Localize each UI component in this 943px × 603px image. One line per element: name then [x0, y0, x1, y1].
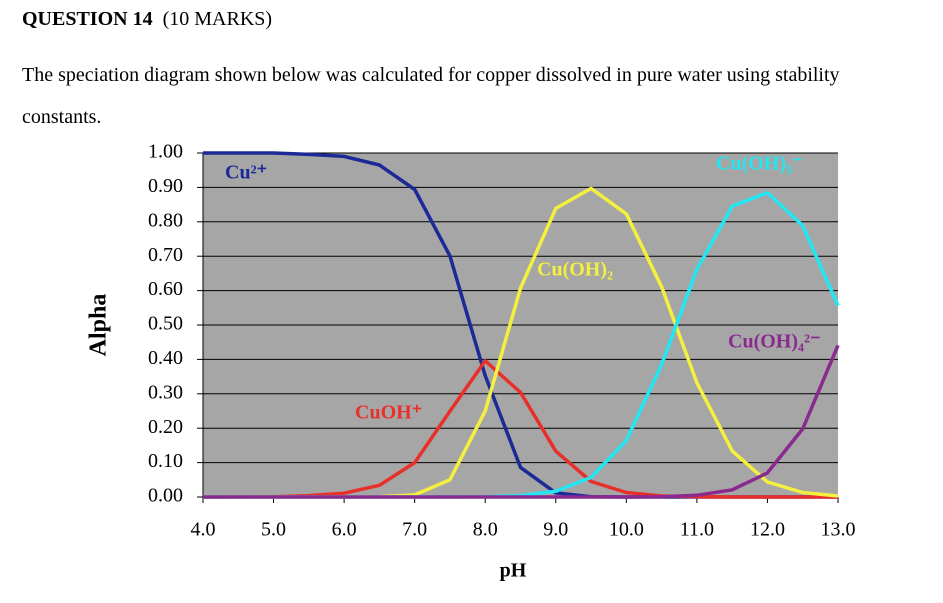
- y-tick-label: 0.00: [148, 485, 183, 507]
- x-tick-label: 13.0: [821, 519, 856, 541]
- x-tick-label: 8.0: [473, 519, 498, 541]
- x-tick-label: 6.0: [332, 519, 357, 541]
- series-label: Cu(OH)₄²⁻: [728, 331, 821, 353]
- y-tick-label: 0.50: [148, 313, 183, 335]
- marks: (10 MARKS): [162, 8, 273, 30]
- series-line: [203, 344, 840, 499]
- series-label: CuOH⁺: [355, 402, 422, 424]
- y-tick-label: 0.70: [148, 244, 183, 266]
- question-header: QUESTION 14 (10 MARKS): [22, 8, 272, 31]
- question-text: The speciation diagram shown below was c…: [22, 64, 840, 128]
- x-tick-label: 9.0: [543, 519, 568, 541]
- x-tick-label: 10.0: [609, 519, 644, 541]
- x-tick-label: 4.0: [191, 519, 216, 541]
- y-tick-label: 0.60: [148, 278, 183, 300]
- x-tick-label: 11.0: [680, 519, 714, 541]
- y-tick-label: 0.10: [148, 450, 183, 472]
- y-tick-label: 0.80: [148, 209, 183, 231]
- x-tick-label: 12.0: [750, 519, 785, 541]
- x-tick-label: 7.0: [402, 519, 427, 541]
- y-tick-label: 0.40: [148, 347, 183, 369]
- series-label: Cu²⁺: [225, 162, 267, 184]
- y-axis-label: Alpha: [86, 294, 112, 357]
- x-axis-label: pH: [500, 560, 527, 582]
- series-label: Cu(OH)₂: [537, 259, 613, 281]
- series-label: Cu(OH)₃⁻: [716, 153, 803, 175]
- question-number: QUESTION 14: [22, 8, 153, 30]
- y-tick-label: 0.30: [148, 381, 183, 403]
- y-tick-label: 0.90: [148, 175, 183, 197]
- y-tick-label: 1.00: [148, 141, 183, 163]
- x-tick-label: 5.0: [261, 519, 286, 541]
- y-tick-label: 0.20: [148, 416, 183, 438]
